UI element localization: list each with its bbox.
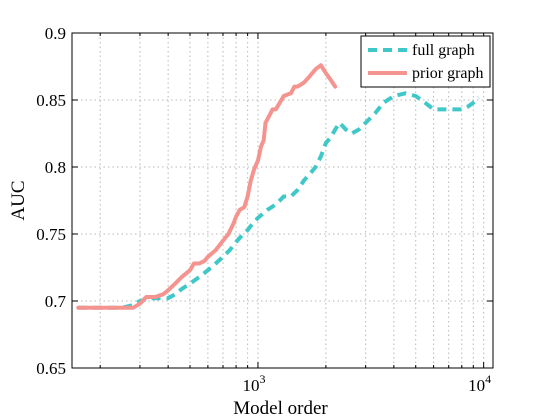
plot-frame (71, 32, 494, 369)
x-tick-labels: 103 104 (242, 372, 491, 395)
y-tick-label: 0.65 (36, 359, 66, 378)
y-tick-label: 0.8 (45, 158, 66, 177)
legend-box (360, 35, 491, 88)
x-axis-label: Model order (233, 398, 328, 419)
y-tick-label: 0.85 (36, 91, 66, 110)
y-axis-label: AUC (8, 180, 29, 220)
series-line-full-graph (78, 91, 481, 310)
y-tick-label: 0.75 (36, 225, 66, 244)
grid (72, 33, 493, 368)
x-tick-label: 104 (468, 372, 491, 395)
y-tick-labels: 0.65 0.7 0.75 0.8 0.85 0.9 (36, 24, 66, 378)
series-lines (76, 63, 481, 310)
axis-ticks (72, 32, 493, 369)
x-tick-label: 103 (242, 372, 265, 395)
y-tick-label: 0.9 (45, 24, 66, 43)
legend-label-prior-graph: prior graph (412, 65, 484, 82)
legend-label-full-graph: full graph (412, 42, 475, 59)
legend: full graph prior graph (360, 35, 491, 88)
y-tick-label: 0.7 (45, 292, 67, 311)
series-line-prior-graph (76, 63, 338, 310)
